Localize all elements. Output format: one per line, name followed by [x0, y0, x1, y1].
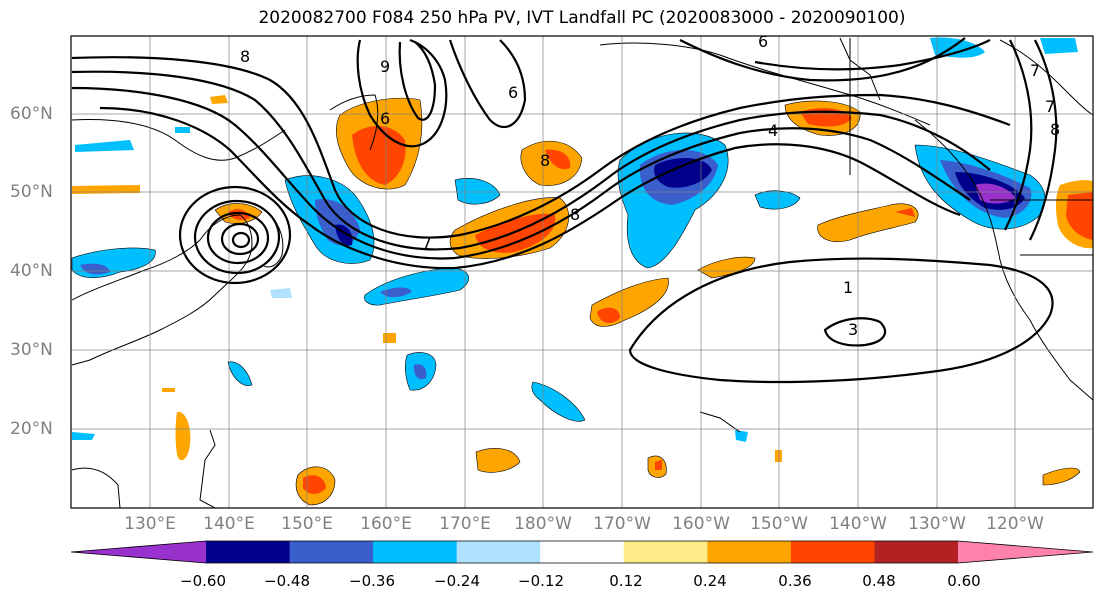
- lat-label: 20°N: [10, 419, 53, 439]
- contour-label: 3: [848, 320, 858, 339]
- colorbar-segment: [373, 541, 458, 563]
- colorbar-segment: [874, 541, 959, 563]
- coastlines: [71, 37, 1093, 508]
- contour-label: 6: [380, 109, 390, 128]
- colorbar-tick-label: 0.36: [778, 572, 812, 590]
- colorbar-tick-label: −0.60: [180, 572, 226, 590]
- colorbar-tick-label: 0.48: [862, 572, 896, 590]
- gridlines: [71, 36, 1093, 508]
- colorbar-tick-label: −0.24: [434, 572, 480, 590]
- colorbar-segment: [456, 541, 541, 563]
- lon-label: 130°W: [908, 514, 966, 534]
- colorbar-outline: [70, 540, 1094, 564]
- lon-label: 120°W: [986, 514, 1044, 534]
- colorbar-segment: [540, 541, 625, 563]
- colorbar-extend-min: [71, 541, 206, 563]
- contour-label: 7: [1030, 61, 1040, 80]
- map-frame: [70, 35, 1094, 509]
- colorbar-tick-label: 0.60: [947, 572, 981, 590]
- lat-label: 40°N: [10, 261, 53, 281]
- lon-label: 150°E: [281, 514, 333, 534]
- lat-label: 30°N: [10, 340, 53, 360]
- contour-label: 4: [768, 121, 778, 140]
- colorbar-segment: [707, 541, 792, 563]
- map-title: 2020082700 F084 250 hPa PV, IVT Landfall…: [258, 8, 906, 28]
- lon-label: 180°W: [514, 514, 572, 534]
- contour-label: 8: [1050, 120, 1060, 139]
- lon-label: 140°W: [829, 514, 887, 534]
- contour-label: 9: [380, 57, 390, 76]
- contour-label: 1: [843, 278, 853, 297]
- lon-label: 140°E: [203, 514, 255, 534]
- colorbar-tick-label: −0.36: [349, 572, 395, 590]
- lon-label: 160°W: [672, 514, 730, 534]
- contour-label: 8: [540, 151, 550, 170]
- colorbar-tick-label: −0.12: [518, 572, 564, 590]
- colorbar-segment: [206, 541, 291, 563]
- lon-label: 130°E: [124, 514, 176, 534]
- contour-label: 8: [570, 205, 580, 224]
- lon-label: 150°W: [750, 514, 808, 534]
- contour-label: 8: [240, 47, 250, 66]
- colorbar-extend-max: [958, 541, 1093, 563]
- map-area: 6 7 8 9 6 8 8 7 4 6 7 8 1 3: [71, 32, 1093, 508]
- lat-label: 60°N: [10, 104, 53, 124]
- colorbar: [70, 540, 1094, 564]
- contour-labels: 6 7 8 9 6 8 8 7 4 6 7 8 1 3: [240, 32, 1060, 339]
- contour-label: 6: [508, 83, 518, 102]
- contour-label: 7: [1045, 97, 1055, 116]
- colorbar-segment: [623, 541, 708, 563]
- contour-label: 6: [758, 32, 768, 51]
- lat-label: 50°N: [10, 182, 53, 202]
- colorbar-segment: [289, 541, 374, 563]
- colorbar-segment: [790, 541, 875, 563]
- colorbar-tick-label: 0.12: [609, 572, 643, 590]
- colorbar-tick-label: −0.48: [264, 572, 310, 590]
- lon-label: 170°W: [593, 514, 651, 534]
- lon-label: 160°E: [360, 514, 412, 534]
- colorbar-tick-label: 0.24: [693, 572, 727, 590]
- lon-label: 170°E: [439, 514, 491, 534]
- contour-label: 7: [422, 233, 432, 252]
- ivt-contours: [71, 37, 1058, 384]
